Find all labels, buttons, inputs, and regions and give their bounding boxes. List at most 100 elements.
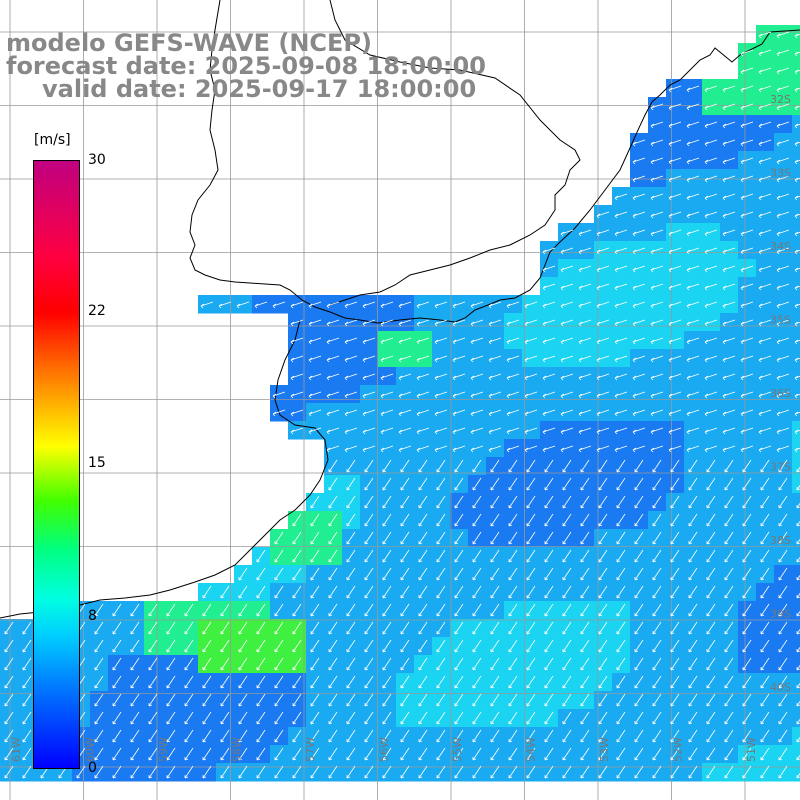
- wind-arrow: [652, 639, 662, 653]
- wind-arrow: [562, 531, 572, 545]
- wind-arrow: [94, 657, 104, 671]
- wind-arrow: [308, 337, 322, 345]
- wind-vectors: [4, 31, 800, 779]
- wind-arrow: [758, 193, 772, 201]
- wind-arrow: [794, 141, 800, 147]
- wind-arrow: [400, 495, 410, 509]
- wind-arrow: [598, 675, 608, 689]
- wind-arrow: [596, 229, 610, 237]
- wind-arrow: [148, 765, 158, 779]
- wind-arrow: [760, 747, 770, 761]
- wind-arrow: [434, 427, 448, 435]
- wind-arrow: [562, 711, 572, 725]
- wind-arrow: [472, 531, 482, 545]
- wind-arrow: [670, 621, 680, 635]
- wind-arrow: [130, 657, 140, 671]
- wind-speed-cell: [792, 331, 800, 350]
- wind-arrow: [724, 747, 734, 761]
- wind-arrow: [758, 445, 772, 453]
- wind-arrow: [400, 603, 410, 617]
- wind-arrow: [148, 693, 158, 707]
- wind-arrow: [346, 729, 356, 743]
- wind-arrow: [400, 567, 410, 581]
- wind-arrow: [616, 585, 626, 599]
- wind-arrow: [524, 427, 538, 435]
- wind-arrow: [508, 549, 518, 563]
- wind-arrow: [794, 375, 800, 381]
- wind-arrow: [452, 373, 466, 381]
- wind-arrow: [526, 567, 536, 581]
- wind-arrow: [166, 765, 176, 779]
- wind-arrow: [524, 355, 538, 363]
- wind-arrow: [760, 549, 770, 563]
- wind-arrow: [794, 33, 800, 39]
- wind-arrow: [598, 531, 608, 545]
- wind-arrow: [256, 585, 266, 599]
- wind-arrow: [362, 373, 376, 381]
- wind-arrow: [436, 765, 446, 779]
- colorbar-tick-8: 8: [88, 608, 97, 624]
- wind-arrow: [650, 391, 664, 399]
- wind-arrow: [794, 195, 800, 201]
- wind-arrow: [794, 339, 800, 345]
- wind-arrow: [560, 445, 574, 453]
- wind-arrow: [436, 693, 446, 707]
- wind-arrow: [328, 603, 338, 617]
- latitude-labels: 32S 33S 34S 35S 36S 37S 38S 39S 40S: [770, 93, 791, 694]
- wind-arrow: [650, 139, 664, 147]
- wind-arrow: [418, 711, 428, 725]
- wind-arrow: [706, 513, 716, 527]
- wind-arrow: [542, 373, 556, 381]
- wind-arrow: [562, 603, 572, 617]
- wind-arrow: [238, 711, 248, 725]
- wind-arrow: [308, 319, 322, 327]
- wind-arrow: [452, 427, 466, 435]
- lon-label: 60W: [84, 737, 97, 762]
- wind-arrow: [544, 765, 554, 779]
- wind-arrow: [670, 657, 680, 671]
- wind-arrow: [776, 121, 790, 129]
- wind-arrow: [470, 319, 484, 327]
- wind-arrow: [526, 603, 536, 617]
- wind-arrow: [758, 319, 772, 327]
- wind-arrow: [722, 283, 736, 291]
- lon-label: 61W: [10, 737, 23, 762]
- wind-arrow: [524, 301, 538, 309]
- wind-arrow: [202, 657, 212, 671]
- wind-arrow: [722, 391, 736, 399]
- wind-arrow: [542, 283, 556, 291]
- wind-arrow: [724, 675, 734, 689]
- wind-arrow: [490, 603, 500, 617]
- wind-arrow: [740, 445, 754, 453]
- wind-arrow: [436, 459, 446, 473]
- wind-arrow: [722, 427, 736, 435]
- wind-arrow: [526, 585, 536, 599]
- wind-arrow: [418, 549, 428, 563]
- wind-arrow: [308, 391, 322, 399]
- wind-arrow: [310, 567, 320, 581]
- wind-arrow: [758, 391, 772, 399]
- wind-arrow: [724, 477, 734, 491]
- wind-arrow: [668, 121, 682, 129]
- wind-arrow: [220, 765, 230, 779]
- wind-arrow: [508, 711, 518, 725]
- wind-arrow: [740, 427, 754, 435]
- wind-arrow: [578, 337, 592, 345]
- wind-arrow: [758, 265, 772, 273]
- wind-arrow: [380, 445, 394, 453]
- wind-arrow: [544, 693, 554, 707]
- wind-arrow: [344, 337, 358, 345]
- wind-arrow: [686, 211, 700, 219]
- wind-arrow: [472, 513, 482, 527]
- wind-arrow: [220, 675, 230, 689]
- wind-arrow: [758, 409, 772, 417]
- wind-arrow: [652, 477, 662, 491]
- wind-arrow: [508, 459, 518, 473]
- wind-arrow: [310, 603, 320, 617]
- wind-arrow: [346, 549, 356, 563]
- wind-arrow: [508, 621, 518, 635]
- wind-arrow: [490, 729, 500, 743]
- wind-arrow: [344, 445, 358, 453]
- wind-arrow: [310, 495, 320, 509]
- wind-arrow: [490, 585, 500, 599]
